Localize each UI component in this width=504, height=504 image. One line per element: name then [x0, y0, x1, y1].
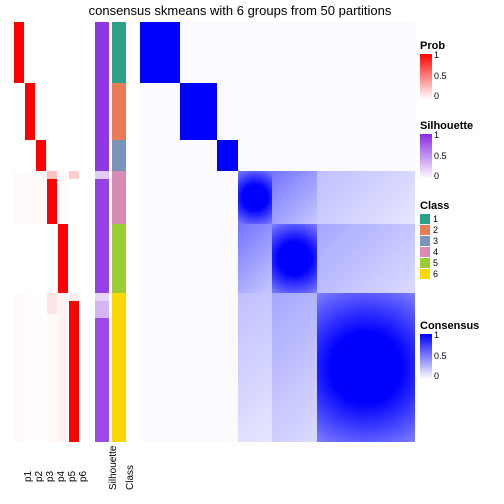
xlabel-p4: p4 [56, 471, 67, 482]
prob-track-p4 [47, 22, 57, 442]
prob-track-p3 [36, 22, 46, 442]
prob-track-p5 [58, 22, 68, 442]
xlabel-p1: p1 [23, 471, 34, 482]
consensus-heatmap [140, 22, 415, 442]
prob-track-p6 [69, 22, 79, 442]
legend-class: Class123456 [420, 200, 449, 280]
prob-track-p1 [14, 22, 24, 442]
chart-title: consensus skmeans with 6 groups from 50 … [60, 3, 420, 18]
xlabel-p6: p6 [78, 471, 89, 482]
xlabel-p2: p2 [34, 471, 45, 482]
xlabel-class: Class [125, 465, 136, 490]
silhouette-track [95, 22, 109, 442]
class-track [112, 22, 126, 442]
legend-prob: Prob10.50 [420, 40, 454, 99]
prob-track-p2 [25, 22, 35, 442]
xlabel-p5: p5 [67, 471, 78, 482]
xlabel-silhouette: Silhouette [108, 446, 119, 490]
legend-silhouette: Silhouette10.50 [420, 120, 473, 179]
xlabel-p3: p3 [45, 471, 56, 482]
legend-consensus: Consensus10.50 [420, 320, 479, 379]
